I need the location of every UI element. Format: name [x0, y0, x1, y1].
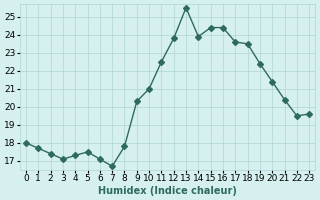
X-axis label: Humidex (Indice chaleur): Humidex (Indice chaleur)	[98, 186, 237, 196]
